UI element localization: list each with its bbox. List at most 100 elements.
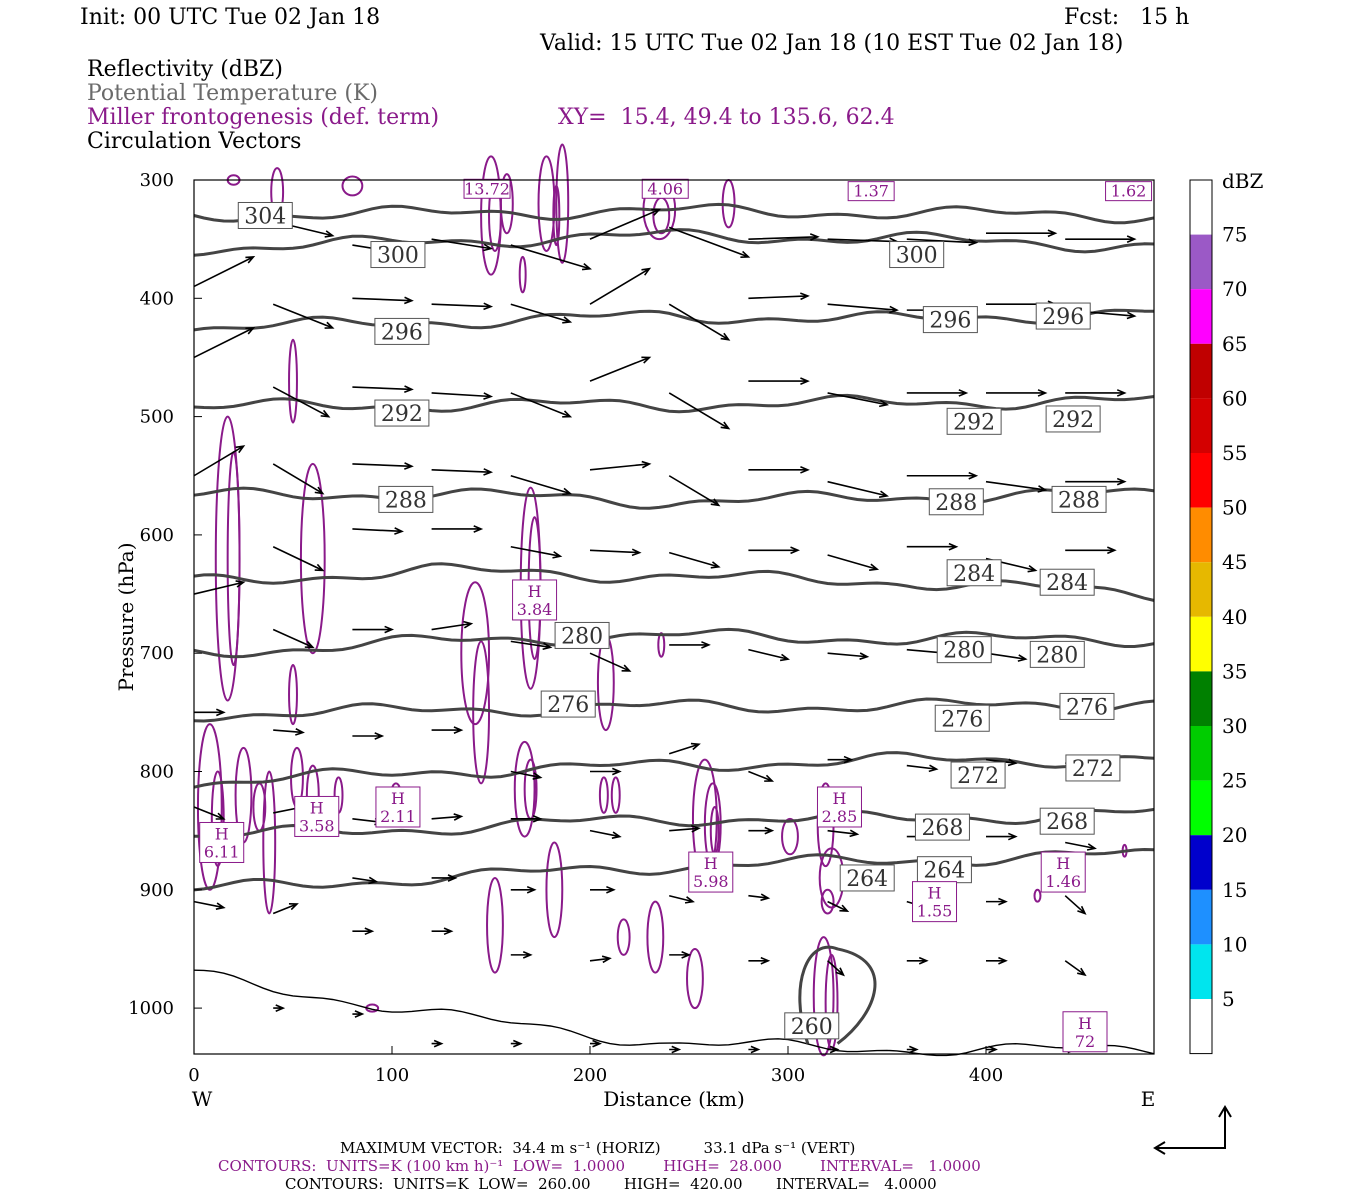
circulation-vector <box>352 1010 365 1018</box>
circulation-vector <box>431 302 494 311</box>
circulation-vector <box>431 927 454 936</box>
fronto-high-letter: H <box>215 824 229 843</box>
circulation-vector <box>193 255 256 288</box>
circulation-vector <box>352 385 414 393</box>
isentrope-label: 264 <box>923 859 965 884</box>
circulation-vector <box>589 460 652 471</box>
circulation-vector <box>985 652 1028 662</box>
fronto-contour <box>513 740 536 838</box>
fronto-high-letter: H <box>1056 854 1070 873</box>
valid-time: Valid: 15 UTC Tue 02 Jan 18 (10 EST Tue … <box>540 31 1124 56</box>
circulation-vector <box>510 303 573 324</box>
circulation-vector <box>827 1045 840 1054</box>
y-tick-label: 1000 <box>128 998 174 1019</box>
isentrope-label: 296 <box>381 320 423 345</box>
circulation-vector <box>1065 235 1137 244</box>
fronto-high-box <box>816 786 862 828</box>
fronto-contour <box>545 841 564 939</box>
circulation-vector <box>986 1045 998 1054</box>
fronto-contour <box>499 173 514 235</box>
legend-swatch <box>1190 780 1212 836</box>
legend-tick-label: 10 <box>1222 932 1247 956</box>
fronto-contour <box>598 776 609 814</box>
cross-section-xy: XY= 15.4, 49.4 to 135.6, 62.4 <box>558 105 895 130</box>
legend-swatch <box>1190 234 1212 290</box>
fronto-label-box <box>1105 181 1153 202</box>
circulation-vector <box>668 475 721 507</box>
isentrope-260-closed <box>798 945 877 1045</box>
isentrope-label-box <box>540 690 596 718</box>
circulation-vector <box>352 625 395 634</box>
fronto-contour <box>537 155 556 252</box>
field-reflectivity: Reflectivity (dBZ) <box>87 57 283 82</box>
fronto-high-box <box>512 579 558 621</box>
circulation-vector <box>986 897 1008 906</box>
x-tick-label: 0 <box>188 1065 199 1086</box>
circulation-vector <box>352 527 404 535</box>
circulation-vector <box>589 267 652 305</box>
isentrope-label: 292 <box>953 410 995 435</box>
fronto-high-letter: H <box>704 854 718 873</box>
circulation-vector <box>193 326 256 359</box>
circulation-vector <box>985 758 1018 767</box>
legend-swatch <box>1190 999 1212 1054</box>
fronto-contour <box>646 900 665 974</box>
circulation-vector <box>431 620 474 631</box>
isentrope-280 <box>193 627 1155 659</box>
circulation-vector <box>590 885 616 894</box>
circulation-vector <box>906 764 939 773</box>
circulation-vector <box>273 728 305 736</box>
isentrope-label-box <box>946 407 1002 435</box>
legend-swatch <box>1190 398 1212 453</box>
init-time: Init: 00 UTC Tue 02 Jan 18 <box>80 5 381 30</box>
fronto-label: 1.62 <box>1111 182 1147 201</box>
legend-tick-label: 5 <box>1222 987 1235 1011</box>
fronto-high-box <box>375 786 421 828</box>
circulation-vector <box>352 296 414 305</box>
fronto-contour <box>652 196 671 235</box>
fronto-contour <box>226 451 241 667</box>
circulation-vector <box>668 392 731 430</box>
circulation-vector <box>510 474 573 496</box>
legend-swatch <box>1190 507 1212 563</box>
isentrope-label: 288 <box>935 491 977 516</box>
y-axis-label: Pressure (hPa) <box>114 543 138 692</box>
max-vector-note: MAXIMUM VECTOR: 34.4 m s⁻¹ (HORIZ) 33.1 … <box>340 1139 856 1157</box>
fronto-contour <box>555 143 570 264</box>
circulation-vector <box>590 1039 602 1048</box>
y-tick-label: 800 <box>140 762 174 783</box>
circulation-vector <box>986 832 1018 841</box>
legend-tick-label: 65 <box>1222 332 1247 356</box>
forecast-hour: Fcst: 15 h <box>1064 5 1190 30</box>
circulation-vector <box>748 1045 761 1054</box>
fronto-contour <box>552 184 561 247</box>
isentrope-label-box <box>1065 754 1121 782</box>
circulation-vector <box>272 628 315 649</box>
isentrope-label: 268 <box>1046 810 1088 835</box>
isentrope-label: 296 <box>929 309 971 334</box>
isentrope-label-box <box>950 761 1006 789</box>
x-tick-label: 100 <box>375 1065 409 1086</box>
isentrope-292 <box>193 393 1155 414</box>
isentrope-label: 264 <box>846 867 888 892</box>
circulation-vector <box>431 1039 444 1048</box>
legend-swatch <box>1190 343 1212 399</box>
isentrope-label-box <box>1039 807 1095 835</box>
fronto-high-box <box>294 795 340 837</box>
circulation-vector <box>827 829 860 838</box>
y-tick-label: 300 <box>140 170 174 191</box>
fronto-high-value: 3.84 <box>517 600 553 619</box>
fronto-high-value: 2.11 <box>380 807 416 826</box>
circulation-vector <box>668 551 721 569</box>
circulation-vector <box>431 874 458 882</box>
circulation-vector <box>1065 546 1117 555</box>
isentrope-label-box <box>839 864 895 892</box>
isentrope-label: 284 <box>1046 571 1088 596</box>
circulation-vector <box>748 770 775 782</box>
circulation-vector <box>827 960 845 977</box>
isentrope-label: 260 <box>791 1015 833 1040</box>
circulation-vector <box>589 208 662 240</box>
circulation-vector <box>431 726 464 734</box>
fronto-high-box <box>1040 851 1086 893</box>
fronto-contour <box>460 581 491 726</box>
